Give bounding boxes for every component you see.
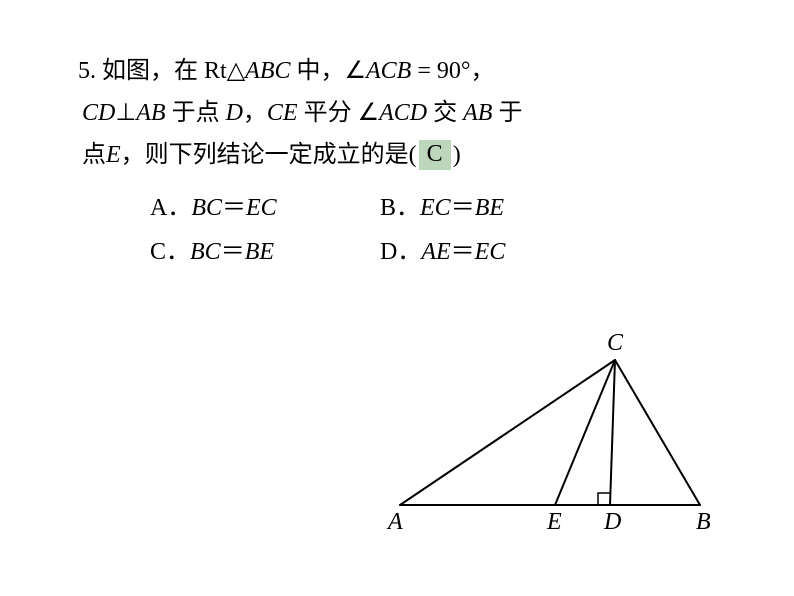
triangle-figure: C A E D B [380,335,740,555]
option-d: D．AE＝EC [380,240,610,264]
text: 平分 [298,100,358,126]
label-e: E [547,509,562,536]
eq: ＝ [221,239,245,265]
abc: ABC [245,58,290,84]
label-d: D [604,509,621,536]
lhs: AE [421,239,450,265]
q-number: 5. [78,58,96,84]
lhs: BC [190,239,221,265]
line-1: 5. 如图，在 Rt△ABC 中，∠ACB = 90°， [78,50,658,92]
text: 点 [82,134,106,176]
rhs: BE [245,239,274,265]
acb: ACB [366,58,411,84]
answer-box: C [419,140,451,171]
perp: ⊥ [115,100,136,126]
ab2: AB [463,100,492,126]
option-row-2: C．BC＝BE D．AE＝EC [150,240,610,264]
text: 于 [492,100,522,126]
comma: ， [243,100,267,126]
angle: ∠ [358,100,380,126]
angle: ∠ [344,58,366,84]
label-c: C [607,330,623,357]
option-a: A．BC＝EC [150,196,380,220]
opt-label: C． [150,239,190,265]
opt-label: D． [380,239,421,265]
ce: CE [267,100,298,126]
page: 5. 如图，在 Rt△ABC 中，∠ACB = 90°， CD⊥AB 于点 D，… [0,0,794,596]
acd: ACD [379,100,427,126]
triangle: △ [227,57,245,84]
option-c: C．BC＝BE [150,240,380,264]
lhs: BC [191,195,222,221]
question-text: 5. 如图，在 Rt△ABC 中，∠ACB = 90°， CD⊥AB 于点 D，… [78,50,658,176]
line-3: 点 E，则下列结论一定成立的是(C) [78,134,658,176]
eq: ＝ [451,239,475,265]
cd: CD [82,100,115,126]
text: ，则下列结论一定成立的是( [121,134,417,176]
option-b: B．EC＝BE [380,196,610,220]
options: A．BC＝EC B．EC＝BE C．BC＝BE D．AE＝EC [150,196,610,284]
rhs: BE [475,195,504,221]
opt-label: A． [150,195,191,221]
text: 如图，在 [102,58,204,84]
d: D [226,100,243,126]
line-2: CD⊥AB 于点 D，CE 平分 ∠ACD 交 AB 于 [78,92,658,134]
eq: ＝ [222,195,246,221]
lhs: EC [420,195,451,221]
text: 交 [427,100,463,126]
option-row-1: A．BC＝EC B．EC＝BE [150,196,610,220]
e: E [106,134,121,176]
ab: AB [136,100,165,126]
opt-label: B． [380,195,420,221]
eq: ＝ [451,195,475,221]
text: 中， [290,58,344,84]
rhs: EC [246,195,277,221]
label-a: A [388,509,403,536]
eq90: = 90°， [411,58,494,84]
text: ) [453,134,461,176]
rhs: EC [475,239,506,265]
rt: Rt [204,58,227,84]
label-b: B [696,509,711,536]
text: 于点 [166,100,226,126]
